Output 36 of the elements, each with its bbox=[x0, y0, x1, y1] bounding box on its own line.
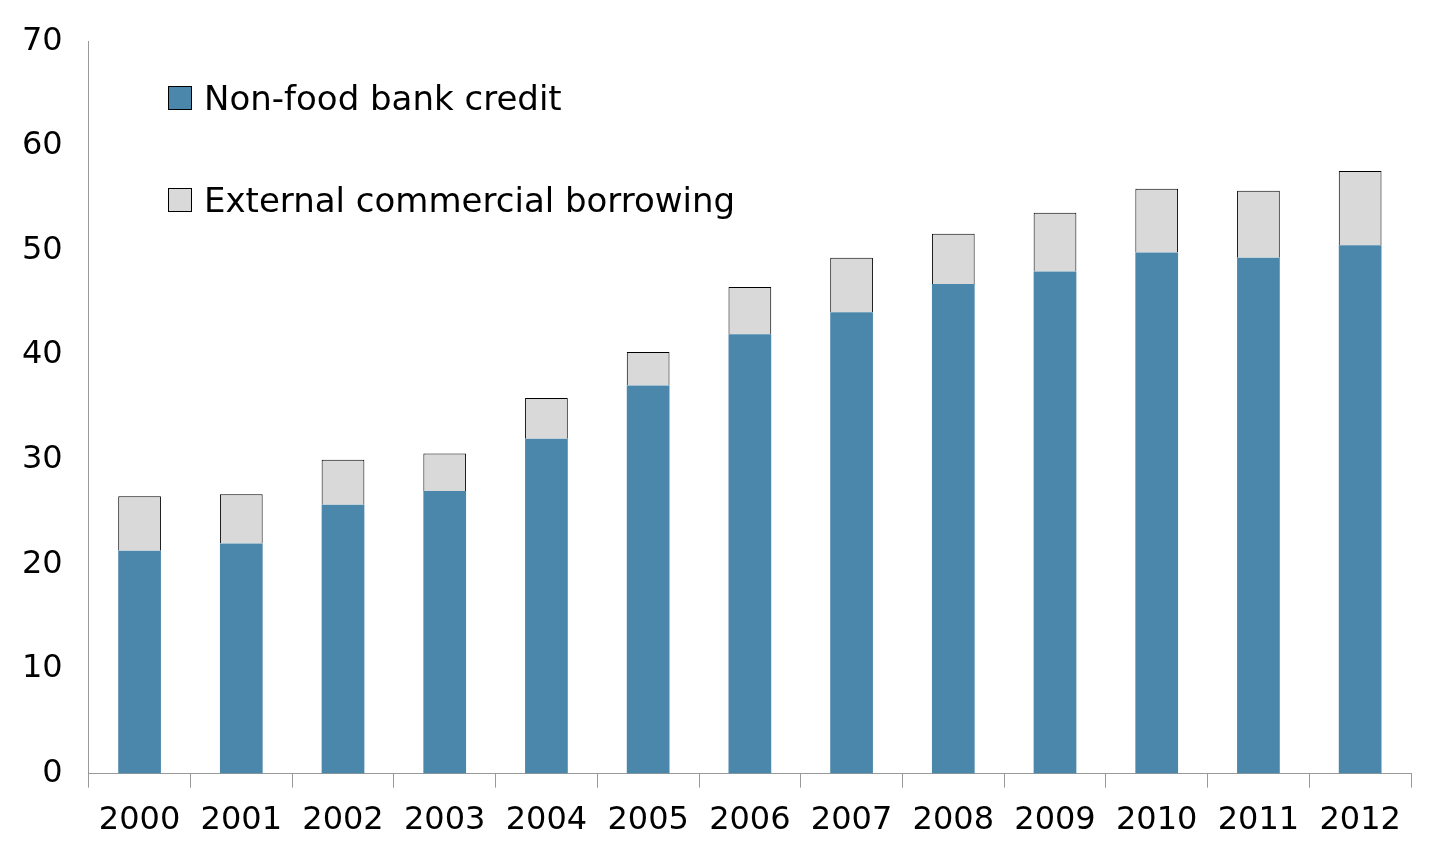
bar bbox=[830, 312, 873, 774]
bar bbox=[626, 385, 670, 774]
x-tick-label: 2006 bbox=[709, 799, 791, 838]
y-tick-label: 70 bbox=[22, 19, 63, 58]
legend-label: Non-food bank credit bbox=[204, 78, 562, 118]
x-tick-label: 2010 bbox=[1116, 799, 1198, 838]
bar bbox=[423, 491, 467, 774]
x-tick-label: 2000 bbox=[98, 799, 181, 838]
y-tick-label: 50 bbox=[22, 228, 63, 267]
bar bbox=[1033, 271, 1077, 774]
x-tick-label: 2008 bbox=[912, 799, 995, 838]
x-tick-label: 2001 bbox=[200, 799, 283, 838]
x-tick-label: 2012 bbox=[1319, 799, 1401, 838]
bar bbox=[118, 550, 161, 774]
x-tick-label: 2005 bbox=[607, 799, 689, 838]
bar bbox=[931, 283, 975, 774]
x-tick-label: 2004 bbox=[505, 799, 588, 838]
legend-label: External commercial borrowing bbox=[204, 180, 736, 220]
y-tick-label: 40 bbox=[22, 333, 63, 372]
bar bbox=[1135, 252, 1179, 774]
bar bbox=[1338, 245, 1382, 774]
x-tick-label: 2002 bbox=[302, 799, 384, 838]
bar bbox=[321, 504, 365, 774]
y-tick-label: 60 bbox=[22, 124, 63, 163]
x-tick-label: 2011 bbox=[1217, 799, 1300, 838]
x-tick-label: 2007 bbox=[810, 799, 893, 838]
y-tick-label: 10 bbox=[22, 647, 63, 686]
y-tick-label: 0 bbox=[42, 751, 63, 790]
y-tick-label: 20 bbox=[22, 542, 63, 581]
y-tick-label: 30 bbox=[22, 438, 63, 477]
x-tick-label: 2003 bbox=[404, 799, 486, 838]
bar bbox=[1237, 257, 1280, 774]
bar bbox=[728, 334, 772, 774]
x-tick-label: 2009 bbox=[1014, 799, 1096, 838]
bar bbox=[525, 438, 568, 774]
bar bbox=[219, 543, 263, 774]
